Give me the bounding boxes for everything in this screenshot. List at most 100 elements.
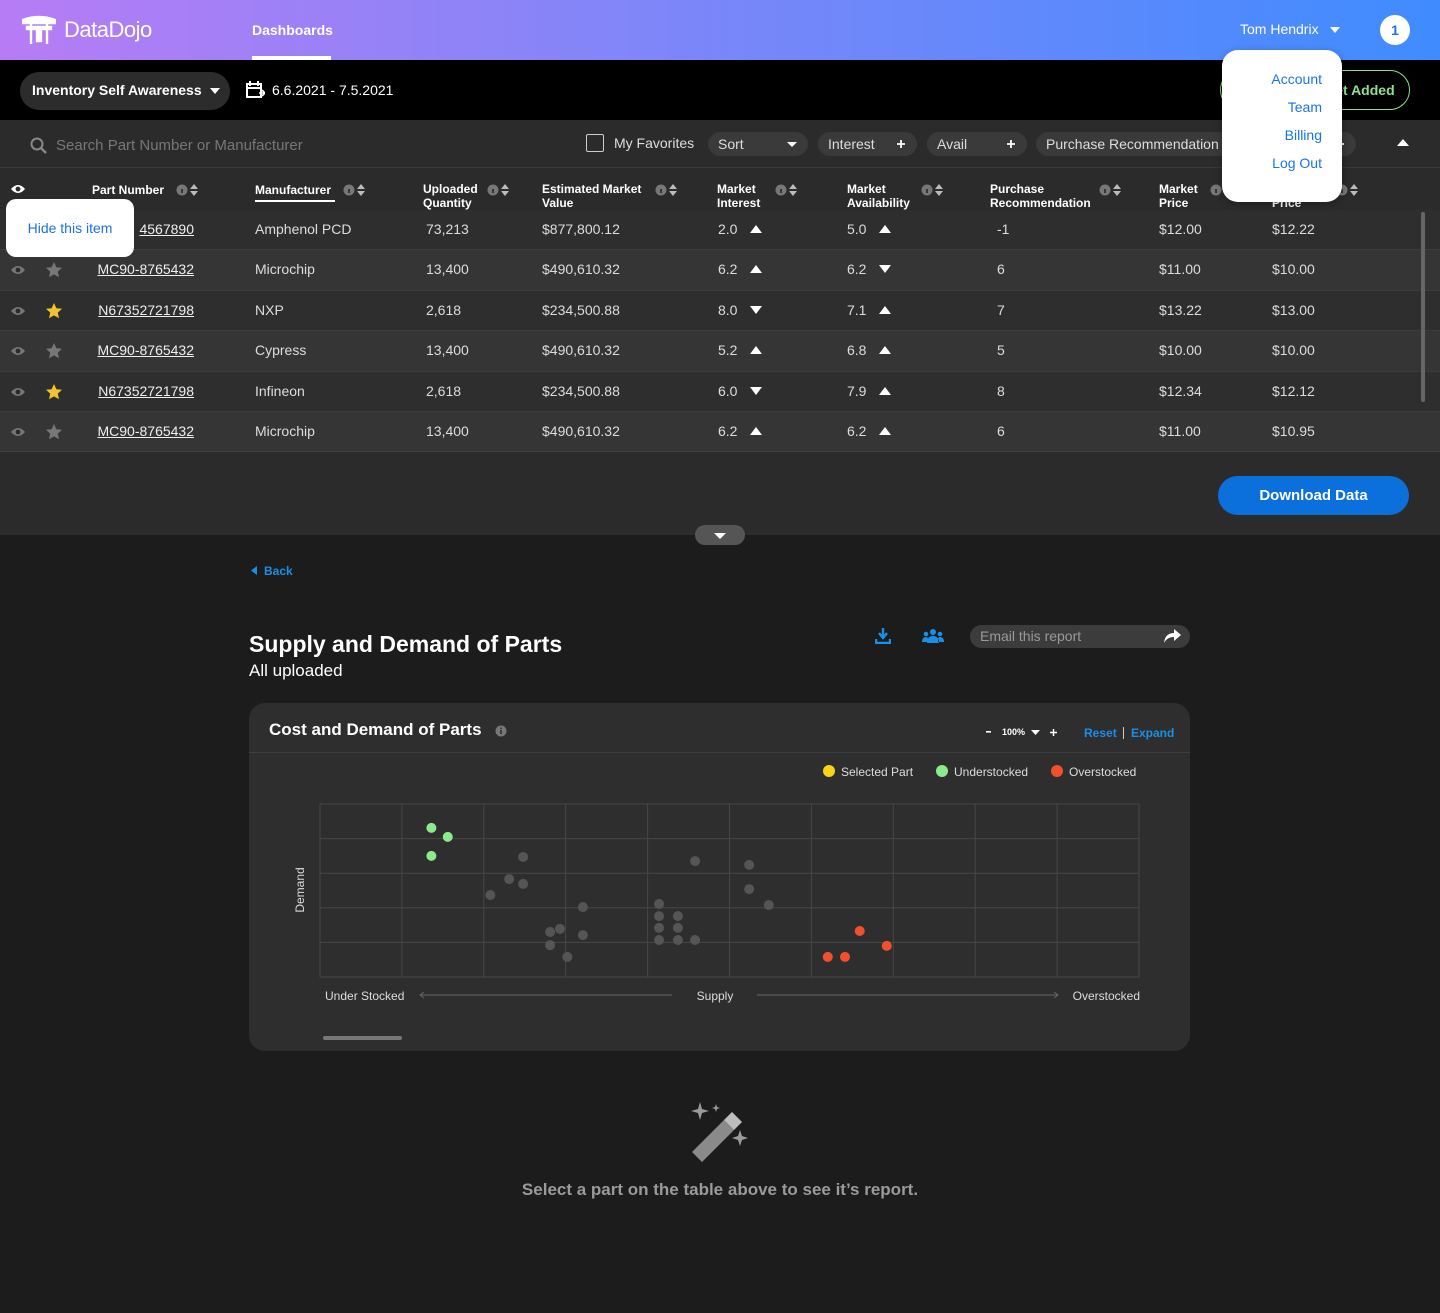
table-row[interactable] (0, 250, 1440, 291)
nav-dashboards[interactable]: Dashboards (252, 22, 333, 38)
pill-icon (787, 142, 797, 147)
table-cell: NXP (255, 301, 284, 318)
menu-item[interactable]: Account (1271, 71, 1322, 87)
table-cell: -1 (997, 221, 1010, 237)
table-row[interactable] (0, 290, 1440, 332)
card-title: Cost and Demand of Parts (269, 720, 482, 739)
part-number-link[interactable]: MC90-8765432 (97, 342, 194, 359)
star-shape (46, 302, 62, 318)
brand[interactable]: DataDojo (64, 17, 152, 42)
interest-trend-shape (750, 305, 762, 314)
hide-tooltip[interactable]: Hide this item (6, 199, 134, 257)
favorites-checkbox[interactable] (586, 134, 604, 152)
column-sort[interactable] (190, 184, 198, 196)
column-header[interactable]: Market Availability (847, 182, 910, 210)
table-cell: $877,800.12 (542, 221, 620, 237)
column-header[interactable]: Market Interest (717, 182, 761, 210)
column-sort[interactable] (789, 184, 797, 196)
interest-trend-shape (750, 386, 762, 395)
calendar-icon[interactable] (245, 80, 265, 100)
favorites-label[interactable]: My Favorites (614, 135, 695, 151)
column-header[interactable]: Estimated Market Value (542, 182, 642, 210)
hide-toggle[interactable] (10, 426, 26, 438)
x-start-label: Under Stocked (325, 989, 404, 1003)
column-header[interactable]: Part Number (92, 183, 165, 197)
zoom-in[interactable] (1050, 729, 1057, 736)
share-team-icon[interactable] (922, 628, 944, 644)
table-row[interactable] (0, 210, 1440, 251)
favorite-star[interactable] (46, 262, 62, 278)
pill-icon (1007, 140, 1015, 148)
download-report-icon[interactable] (875, 628, 891, 644)
legend-swatch (936, 765, 948, 777)
pill-plus (897, 140, 905, 148)
column-sort[interactable] (501, 184, 509, 196)
zoom-out[interactable] (986, 731, 992, 734)
column-sort[interactable] (669, 184, 677, 196)
chart-scrollbar[interactable] (323, 1036, 402, 1040)
panel-handle-caret (714, 533, 726, 539)
download-label: Download Data (1259, 487, 1368, 504)
table-cell: 73,213 (426, 221, 469, 237)
reset-link[interactable]: Reset (1084, 726, 1117, 740)
expand-link[interactable]: Expand (1131, 726, 1175, 740)
hide-toggle[interactable] (10, 305, 26, 317)
column-sort[interactable] (357, 184, 365, 196)
availability-trend (879, 346, 891, 355)
part-number-link[interactable]: 4567890 (139, 221, 194, 237)
column-header[interactable]: Market Price (1159, 182, 1198, 210)
filter-pill[interactable]: Interest (818, 132, 917, 156)
interest-trend (750, 305, 762, 314)
download-button[interactable]: Download Data (1218, 476, 1409, 515)
column-header[interactable]: Manufacturer (255, 183, 335, 202)
table-row[interactable] (0, 412, 1440, 453)
favorite-star[interactable] (46, 424, 62, 440)
table-row[interactable] (0, 331, 1440, 372)
column-sort[interactable] (1113, 184, 1121, 196)
column-sort[interactable] (935, 184, 943, 196)
favorite-star[interactable] (46, 383, 62, 400)
table-cell: $11.00 (1159, 261, 1201, 278)
user-name[interactable]: Tom Hendrix (1240, 21, 1319, 37)
part-number-link[interactable]: N67352721798 (98, 301, 194, 318)
column-sort[interactable] (1350, 184, 1358, 196)
favorite-star[interactable] (46, 302, 62, 319)
back-link[interactable]: Back (264, 564, 293, 578)
column-header[interactable]: Uploaded Quantity (423, 182, 478, 210)
hide-toggle[interactable] (10, 386, 26, 398)
hide-toggle[interactable] (10, 345, 26, 357)
email-input[interactable] (970, 625, 1190, 648)
data-point (545, 940, 556, 951)
column-header[interactable]: Purchase Recommendation (990, 182, 1091, 210)
hide-toggle[interactable] (10, 264, 26, 276)
part-number-link[interactable]: N67352721798 (98, 382, 194, 399)
menu-item[interactable]: Team (1287, 99, 1322, 115)
report-title: Supply and Demand of Parts (249, 631, 563, 657)
menu-item[interactable]: Log Out (1272, 155, 1322, 171)
legend-label: Overstocked (1069, 765, 1136, 779)
part-number-link[interactable]: MC90-8765432 (97, 261, 194, 278)
zoom-level[interactable]: 100% (1002, 727, 1026, 737)
info-i (660, 189, 662, 193)
pill-caret (787, 142, 797, 147)
dashboard-select[interactable] (20, 72, 230, 110)
table-row[interactable] (0, 371, 1440, 412)
eye-pupil (15, 348, 21, 354)
favorite-star[interactable] (46, 343, 62, 359)
search-input[interactable]: Search Part Number or Manufacturer (56, 137, 303, 154)
date-range[interactable]: 6.6.2021 - 7.5.2021 (272, 82, 394, 98)
table-cell: 7.9 (847, 382, 867, 399)
notification-badge[interactable]: 1 (1380, 15, 1410, 45)
hide-toggle[interactable] (10, 183, 26, 195)
table-cell: 6.8 (847, 342, 867, 359)
email-send-icon[interactable] (1163, 629, 1181, 643)
collapse-table[interactable] (1397, 139, 1409, 146)
part-number-link[interactable]: MC90-8765432 (97, 423, 194, 439)
pill-plus (1007, 140, 1015, 148)
menu-item[interactable]: Billing (1284, 127, 1322, 143)
y-axis-label: Demand (293, 867, 307, 912)
pill-label: Sort (718, 136, 744, 152)
table-cell: $12.00 (1159, 221, 1202, 237)
table-cell: 6.2 (847, 261, 867, 278)
data-point (654, 898, 665, 909)
